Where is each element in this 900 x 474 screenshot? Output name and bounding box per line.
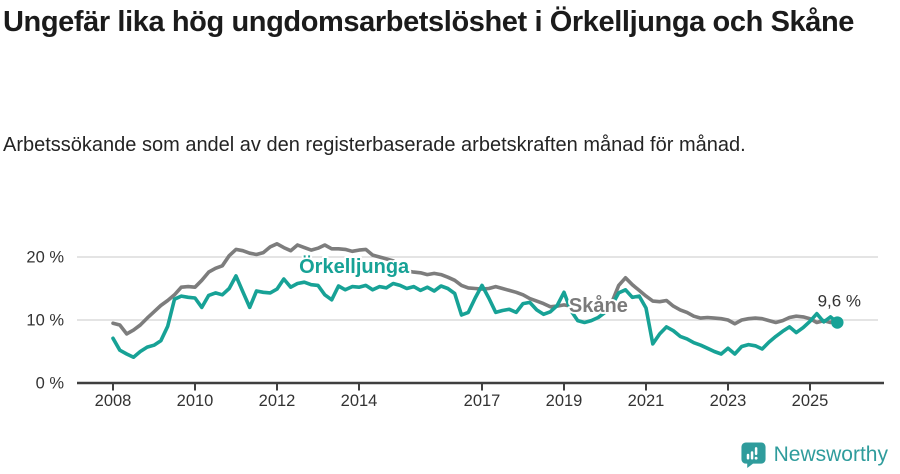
latest-value-dot xyxy=(831,316,844,329)
series-label-skåne: Skåne xyxy=(569,294,628,317)
bar-medium xyxy=(750,451,753,460)
x-axis-tick-label: 2019 xyxy=(546,392,583,410)
newsworthy-logo: Newsworthy xyxy=(740,441,888,468)
newsworthy-bubble-chart-icon xyxy=(741,442,766,468)
y-axis-labels: 0 % 10 % 20 % xyxy=(26,249,64,393)
unemployment-line-chart: 0 % 10 % 20 % 2008 2010 2012 2014 2017 2019 2021… xyxy=(26,241,884,410)
x-axis-tick-label: 2008 xyxy=(95,392,132,410)
series-lines xyxy=(111,241,844,359)
speech-bubble-shape xyxy=(741,442,766,468)
newsworthy-wordmark: Newsworthy xyxy=(773,442,888,466)
series-labels: Skåne 9,6 % Örkelljunga xyxy=(297,253,862,319)
exclamation-dot xyxy=(754,456,758,460)
y-axis-tick-label: 0 % xyxy=(36,375,65,393)
y-axis-tick-label: 10 % xyxy=(26,312,64,330)
x-axis-tick-label: 2010 xyxy=(177,392,214,410)
x-axis: 2008 2010 2012 2014 2017 2019 2021 2023 2025 xyxy=(77,381,884,410)
chart-title: Ungefär lika hög ungdomsarbetslöshet i Ö… xyxy=(3,6,855,38)
x-axis-tick-label: 2014 xyxy=(341,392,378,410)
series-line-skåne xyxy=(111,241,840,336)
bar-small xyxy=(746,453,749,460)
series-label-örkelljunga: Örkelljunga xyxy=(299,255,410,278)
chart-subtitle: Arbetssökande som andel av den registerb… xyxy=(3,134,746,156)
x-axis-tick-label: 2021 xyxy=(628,392,665,410)
series-line-örkelljunga xyxy=(111,274,840,359)
exclamation-stem xyxy=(754,447,757,456)
x-axis-tick-label: 2023 xyxy=(710,392,747,410)
x-axis-tick-label: 2025 xyxy=(792,392,829,410)
x-axis-tick-label: 2017 xyxy=(464,392,501,410)
latest-value-label: 9,6 % xyxy=(818,292,861,311)
x-axis-tick-label: 2012 xyxy=(259,392,296,410)
y-axis-tick-label: 20 % xyxy=(26,249,64,267)
